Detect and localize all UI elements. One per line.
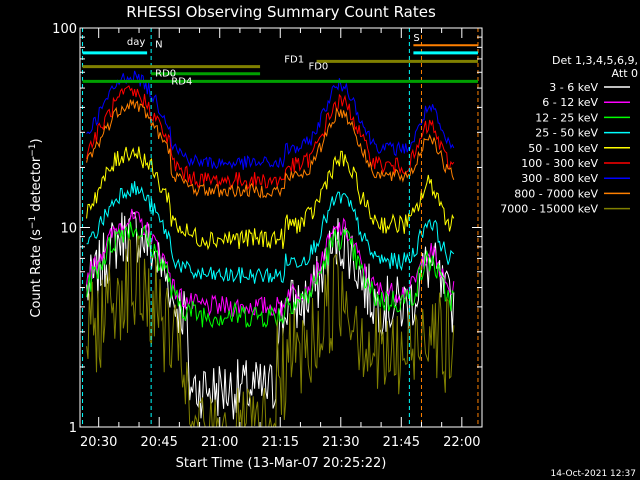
legend-entry-label: 6 - 12 keV <box>542 96 598 109</box>
annotation-label: day <box>127 37 145 48</box>
series-layer <box>86 70 455 429</box>
legend-header-line: Det 1,3,4,5,6,9, <box>552 54 638 67</box>
legend: Det 1,3,4,5,6,9,Att 0 3 - 6 keV 6 - 12 keV… <box>500 54 638 216</box>
y-tick-label: 1 <box>69 421 77 436</box>
series-line-8 <box>86 98 455 199</box>
y-tick-label: 10 <box>60 222 77 237</box>
x-tick-label: 21:15 <box>262 435 299 450</box>
series-line-1 <box>86 208 455 420</box>
x-tick-label: 21:30 <box>322 435 359 450</box>
series-line-7 <box>86 70 455 170</box>
y-axis-label-mid: detector <box>29 156 44 216</box>
y-axis-label-main: Count Rate (s <box>29 229 44 318</box>
series-line-9 <box>86 235 455 429</box>
y-axis-label: Count Rate (s−1 detector−1) <box>28 138 44 317</box>
series-line-6 <box>86 85 455 191</box>
y-axis-label-sup1: −1 <box>28 216 38 229</box>
series-line-4 <box>86 181 455 284</box>
chart-title: RHESSI Observing Summary Count Rates <box>126 3 436 21</box>
x-axis-label: Start Time (13-Mar-07 20:25:22) <box>176 456 387 471</box>
annotation-label: RD4 <box>171 77 192 88</box>
annotation-label: FD0 <box>308 61 328 72</box>
x-tick-label: 21:45 <box>383 435 420 450</box>
legend-entry-label: 800 - 7000 keV <box>514 187 598 200</box>
legend-entry-label: 7000 - 15000 keV <box>500 203 598 216</box>
x-tick-label: 22:00 <box>443 435 480 450</box>
x-tick-label: 20:30 <box>80 435 117 450</box>
tick-layer: 1 10 100 20:30 20:45 21:00 21:15 21:30 21:45 22:0… <box>52 22 483 450</box>
legend-entry-label: 100 - 300 keV <box>521 157 598 170</box>
annotation-label: FD1 <box>284 55 304 66</box>
y-axis-label-end: ) <box>29 138 44 143</box>
x-tick-label: 20:45 <box>140 435 177 450</box>
legend-entry-label: 25 - 50 keV <box>535 127 598 140</box>
annotation-label: RD0 <box>155 69 176 80</box>
annotation-label: N <box>155 39 162 50</box>
legend-header-line: Att 0 <box>612 67 638 80</box>
timestamp: 14-Oct-2021 12:37 <box>551 469 636 479</box>
legend-entry-label: 12 - 25 keV <box>535 111 598 124</box>
legend-entry-label: 50 - 100 keV <box>528 142 598 155</box>
annotation-label: S <box>413 33 419 44</box>
series-line-3 <box>86 221 455 329</box>
y-tick-label: 100 <box>52 22 77 37</box>
legend-entry-label: 300 - 800 keV <box>521 172 598 185</box>
series-line-5 <box>86 146 455 251</box>
y-axis-label-sup2: −1 <box>28 143 38 156</box>
legend-entry-label: 3 - 6 keV <box>549 81 598 94</box>
x-tick-label: 21:00 <box>201 435 238 450</box>
